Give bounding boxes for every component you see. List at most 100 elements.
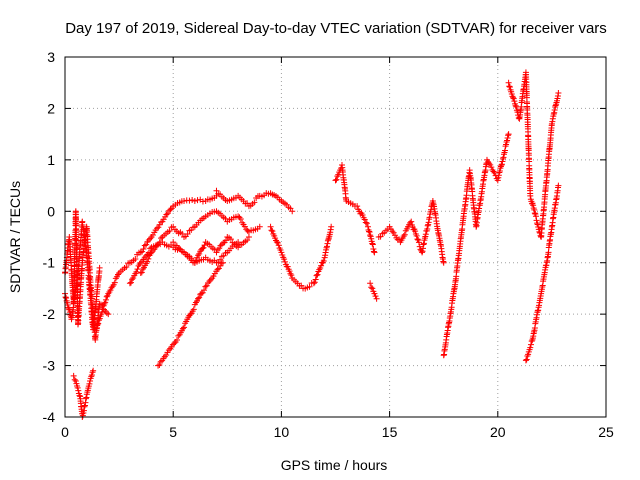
y-tick-label: -1 [43,255,56,271]
data-point [525,351,532,358]
data-point [179,325,186,332]
data-point [488,164,495,171]
data-point [243,226,250,233]
data-point [532,213,539,220]
data-point [414,236,421,243]
data-point [115,271,122,278]
y-tick-label: -3 [43,358,56,374]
data-point [147,245,154,252]
data-point [219,259,226,266]
data-point [312,276,319,283]
data-point [416,243,423,250]
data-point [74,384,81,391]
data-point [366,228,373,235]
data-point [222,237,229,244]
data-point [530,202,537,209]
data-point [278,249,285,256]
data-point [155,362,162,369]
data-point [141,254,148,261]
data-point [531,206,538,213]
data-point [201,242,208,249]
data-point [506,83,513,90]
data-point [140,246,147,253]
plot-frame [64,56,607,418]
data-point [289,208,296,215]
data-point [201,287,208,294]
data-point [515,114,522,121]
data-point [237,215,244,222]
series-trace-late-scatter [440,131,512,359]
data-point [504,137,511,144]
data-point [89,369,96,376]
x-axis-label: GPS time / hours [281,457,388,473]
data-point [206,278,213,285]
x-tick-label: 25 [598,424,614,440]
data-point [369,285,376,292]
data-point [369,240,376,247]
data-point [400,233,407,240]
data-point [94,321,101,328]
data-point [163,351,170,358]
data-point [189,196,196,203]
data-point [362,219,369,226]
data-point [213,187,220,194]
series-trace-lowest-arc [170,239,242,266]
data-point [241,223,248,230]
data-point [412,228,419,235]
data-point [156,221,163,228]
data-point [505,132,512,139]
data-point [555,90,562,96]
data-point [143,252,150,259]
data-point [504,135,511,142]
data-point [179,230,186,237]
data-point [267,223,274,230]
data-point [306,283,313,290]
y-axis-label: SDTVAR / TECUs [7,181,23,293]
data-point [96,264,103,271]
series-trace-early-b [62,218,103,333]
data-point [175,332,182,339]
series-trace-mid-late [375,198,447,266]
data-point [191,198,198,204]
data-point [440,259,447,266]
data-point [170,239,177,246]
y-tick-label: 1 [47,152,55,168]
data-point [287,270,294,277]
data-point [244,237,251,244]
data-point [333,176,340,183]
data-point [76,392,83,399]
data-point [171,340,178,347]
x-tick-label: 20 [490,424,506,440]
data-point [199,245,206,252]
data-point [216,245,223,252]
data-point [103,309,110,316]
data-point [371,290,378,297]
series-trace-small-dip [367,280,380,302]
data-point [139,265,146,272]
data-point [499,158,506,165]
data-point [217,256,224,263]
data-point [256,223,263,230]
data-point [169,341,176,348]
data-point [314,271,321,278]
y-tick-label: -4 [43,409,56,425]
data-point [268,227,275,234]
data-point [494,177,501,184]
data-point [251,199,258,206]
data-point [153,225,160,232]
data-point [555,182,562,189]
series-trace-climb [155,259,226,369]
data-point [506,84,513,91]
data-point [123,264,130,271]
data-point [192,299,199,306]
data-point [527,341,534,348]
x-tick-label: 15 [382,424,398,440]
y-tick-label: -2 [43,306,56,322]
data-point [313,272,320,279]
data-point [144,258,151,265]
data-point [372,293,379,300]
data-point [332,177,339,184]
data-point [490,168,497,175]
